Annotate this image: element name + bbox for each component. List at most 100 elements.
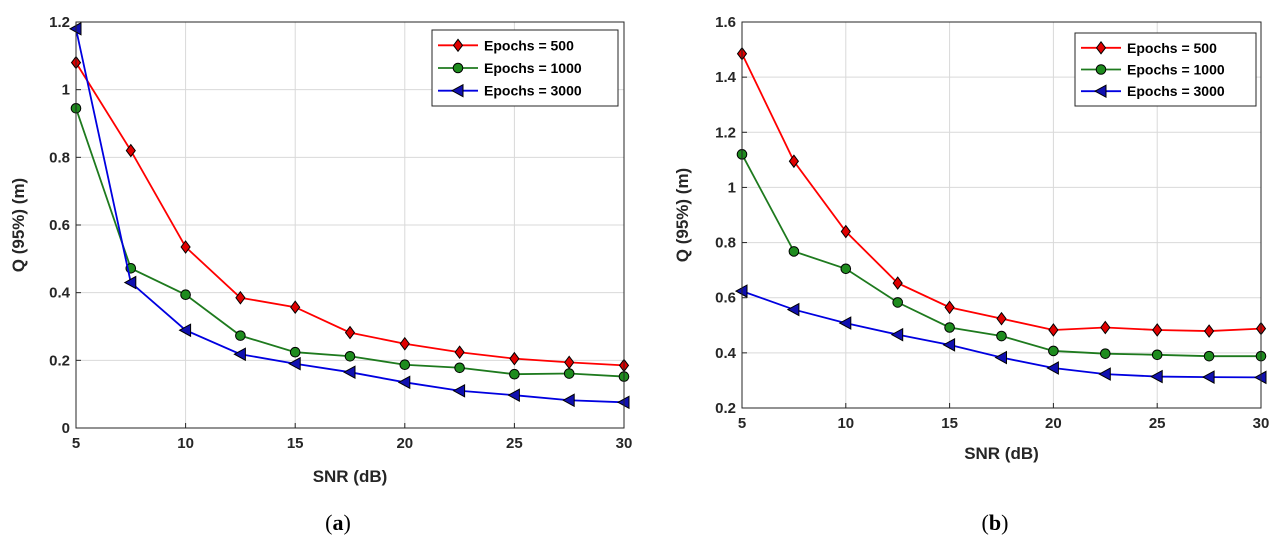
data-point [562,393,575,408]
data-point [507,388,520,403]
panel-caption: (b) [982,510,1009,535]
data-point [235,330,246,341]
legend-label: Epochs = 1000 [1127,62,1225,78]
legend-item: Epochs = 3000 [438,83,582,99]
data-point [788,246,800,257]
data-point [996,311,1007,326]
series-1 [70,55,630,373]
data-point [944,322,955,333]
data-point [509,351,520,366]
x-tick-label: 20 [1045,415,1062,432]
legend-marker [1095,64,1107,75]
legend-item: Epochs = 500 [1081,40,1217,56]
y-tick-label: 0.6 [715,290,736,307]
x-tick-label: 20 [396,435,413,452]
x-tick-label: 5 [72,435,80,452]
y-tick-label: 0.2 [715,400,736,417]
data-point [892,297,904,308]
data-point [994,350,1007,365]
data-point [233,347,246,362]
data-point [178,323,192,338]
data-point [509,368,520,380]
data-point [1203,350,1215,362]
y-tick-label: 1 [728,179,736,196]
y-axis-label: Q (95%) (m) [9,178,28,272]
data-point [289,346,301,358]
data-point [788,154,800,169]
data-point [344,350,356,362]
data-point [786,302,800,317]
data-point [454,345,465,360]
legend-item: Epochs = 1000 [438,60,582,76]
legend-label: Epochs = 500 [484,37,574,53]
data-point [125,143,136,158]
data-point [563,368,575,379]
data-point [399,359,411,371]
series-3 [734,284,1267,385]
y-tick-label: 0.8 [49,149,70,166]
x-tick-label: 5 [738,415,746,432]
data-point [1152,323,1163,337]
data-point [1048,323,1059,337]
x-tick-label: 30 [616,435,633,452]
data-point [1150,369,1163,384]
data-point [288,356,301,371]
data-point [399,336,410,351]
data-point [890,327,904,342]
data-point [840,263,852,275]
legend: Epochs = 500 Epochs = 1000 Epochs = 3000 [431,29,619,107]
legend-marker [1095,40,1107,55]
data-point [1100,320,1111,335]
data-point [452,383,466,398]
data-point [944,300,955,315]
panel-caption: (a) [325,510,351,535]
legend-marker [1093,84,1107,99]
x-axis-label: SNR (dB) [964,444,1039,463]
y-tick-label: 1.4 [715,69,737,86]
legend-marker [452,62,464,74]
x-axis-label: SNR (dB) [313,467,388,486]
data-point [180,289,191,300]
data-point [454,362,465,374]
legend-marker [452,38,464,53]
x-tick-label: 15 [287,435,304,452]
data-point [840,224,851,239]
legend-item: Epochs = 3000 [1081,83,1225,99]
y-tick-label: 1.2 [49,14,70,31]
data-point [1048,345,1059,357]
data-point [342,365,356,380]
y-tick-label: 1 [62,82,70,99]
data-point [1202,370,1215,384]
legend-label: Epochs = 3000 [1127,83,1225,99]
data-point [397,375,411,390]
y-tick-label: 0.2 [49,352,70,369]
y-tick-label: 0.6 [49,217,70,234]
y-tick-label: 1.6 [715,14,736,31]
legend-item: Epochs = 1000 [1081,62,1225,78]
y-tick-label: 0 [62,420,70,437]
axes-box [741,21,1262,409]
data-point [1046,361,1059,375]
chart-a: 5 10 15 20 25 30 0 0.2 0.4 0.6 0.8 1 1.2 SNR (dB) Q (9… [9,14,632,535]
data-point [1098,367,1111,381]
y-tick-label: 0.4 [715,345,737,362]
chart-b: 5 10 15 20 25 30 0.2 0.4 0.6 0.8 1 1.2 1.4 1.6 SNR (dB… [673,14,1269,535]
data-point [180,240,191,254]
data-point [344,325,356,340]
data-point [838,316,852,330]
data-point [1151,349,1163,361]
y-tick-label: 0.4 [49,285,71,302]
data-point [942,338,956,352]
data-point [996,330,1007,342]
x-tick-label: 10 [837,415,854,432]
y-tick-label: 0.8 [715,235,736,252]
legend-label: Epochs = 3000 [484,83,582,99]
data-point [290,300,301,315]
data-point [892,276,903,290]
data-point [235,290,246,305]
data-point [1100,348,1111,359]
data-point [123,275,137,290]
x-tick-label: 25 [506,435,523,452]
x-tick-label: 10 [177,435,194,452]
